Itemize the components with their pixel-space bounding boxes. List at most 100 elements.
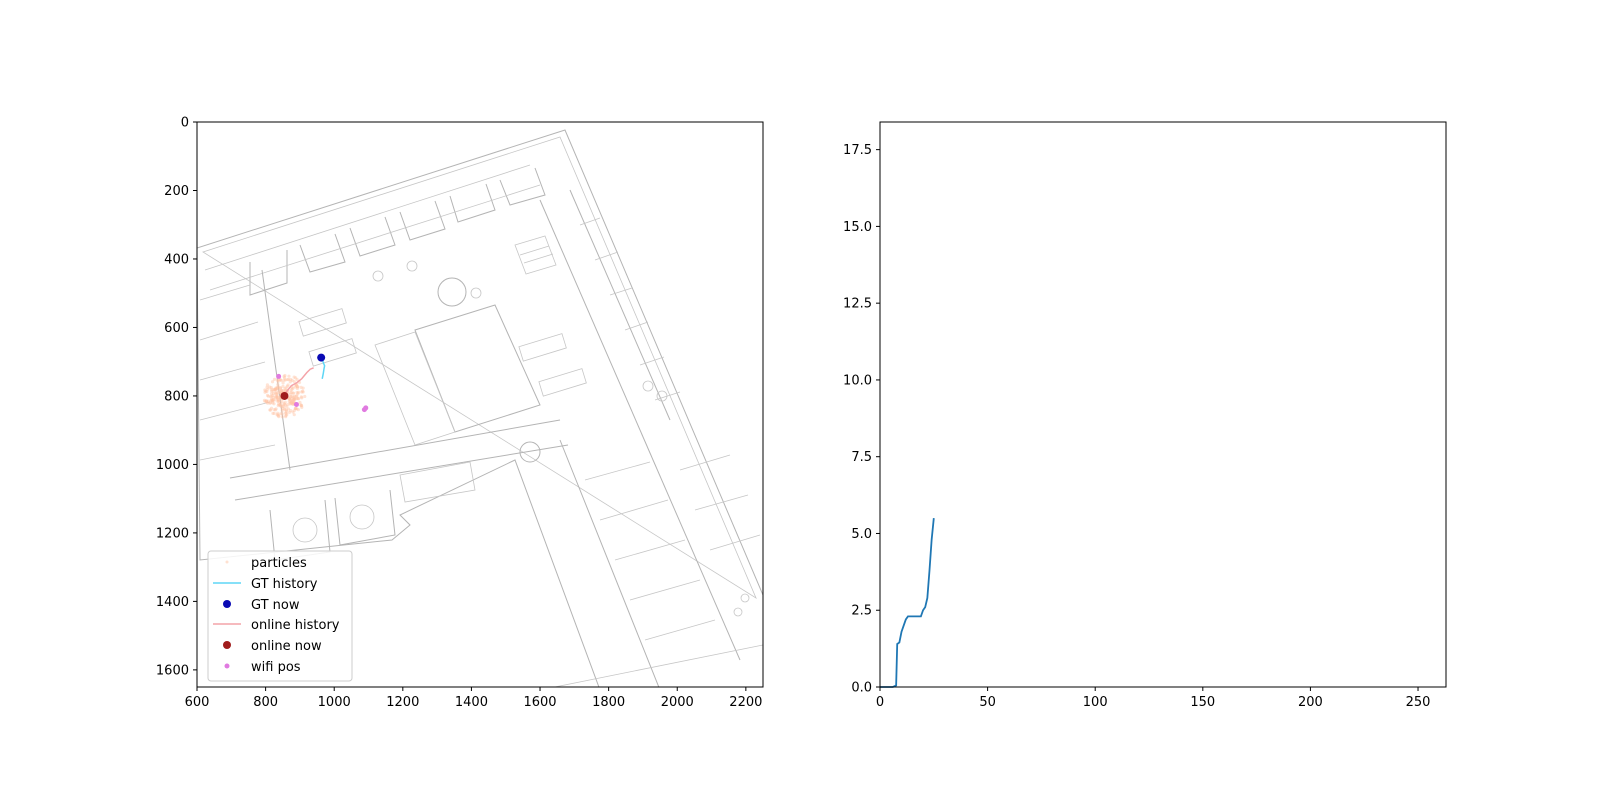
map-y-tick-label: 1600 (156, 663, 189, 678)
legend-label-wifi-pos: wifi pos (251, 660, 301, 675)
particle-point (291, 399, 295, 404)
particle-point (280, 389, 284, 393)
particle-point (269, 406, 274, 410)
wifi-pos-point (293, 402, 299, 407)
particle-point (277, 415, 281, 419)
particle-point (272, 407, 276, 412)
particle-point (278, 386, 283, 390)
particle-point (265, 385, 269, 389)
particle-point (286, 383, 290, 387)
particle-point (265, 389, 269, 394)
particle-point (275, 386, 280, 390)
particle-point (270, 399, 274, 403)
error-x-tick-label: 150 (1190, 695, 1215, 710)
particle-point (263, 390, 267, 394)
particle-point (272, 388, 277, 392)
particle-point (276, 378, 280, 382)
map-legend: particles GT history GT now online histo… (207, 550, 353, 682)
map-y-tick-label: 0 (181, 116, 189, 131)
online-history-line (283, 367, 314, 397)
particle-point (300, 405, 304, 409)
particle-point (299, 403, 303, 407)
particle-point (283, 408, 287, 412)
particle-point (295, 386, 299, 391)
particle-point (285, 413, 289, 417)
particle-point (288, 399, 292, 403)
particle-point (282, 376, 287, 380)
particle-point (293, 396, 297, 400)
particle-point (280, 388, 284, 392)
particle-point (279, 378, 283, 383)
particle-point (294, 376, 298, 380)
particle-point (276, 414, 281, 418)
particle-point (276, 379, 280, 384)
particle-point (269, 385, 273, 390)
particle-point (274, 387, 278, 391)
particle-point (282, 407, 286, 411)
map-x-tick-label: 2200 (729, 695, 762, 710)
particle-point (268, 401, 272, 405)
particle-point (299, 403, 303, 407)
particle-point (278, 378, 282, 382)
error-y-tick-label: 0.0 (851, 681, 872, 696)
map-x-tick-label: 1200 (386, 695, 419, 710)
particle-point (275, 385, 279, 390)
particle-point (288, 402, 292, 406)
particle-point (292, 379, 296, 384)
particle-point (289, 401, 293, 405)
particle-point (270, 387, 274, 391)
particle-point (282, 402, 286, 406)
particle-point (276, 385, 280, 389)
map-x-tick-label: 800 (253, 695, 278, 710)
particle-point (270, 397, 274, 401)
particle-point (291, 410, 295, 414)
particle-point (282, 402, 287, 406)
particle-point (301, 390, 305, 394)
particle-point (290, 395, 294, 399)
particle-point (276, 413, 280, 417)
particle-point (303, 394, 307, 399)
map-x-tick-label: 2000 (661, 695, 694, 710)
particle-point (296, 408, 300, 412)
map-y-tick-label: 1200 (156, 526, 189, 541)
particle-point (290, 402, 294, 406)
particle-point (274, 407, 278, 411)
particle-point (294, 383, 299, 388)
particle-point (291, 402, 295, 406)
particle-point (262, 398, 267, 402)
particle-point (265, 393, 270, 397)
particle-point (273, 398, 277, 402)
particle-point (283, 400, 287, 404)
particle-point (292, 397, 296, 401)
particle-point (276, 378, 280, 383)
particle-point (289, 389, 293, 393)
particle-point (280, 407, 284, 411)
particle-point (275, 395, 279, 399)
particle-point (275, 395, 279, 399)
particle-point (292, 409, 296, 413)
particle-point (283, 403, 288, 407)
particle-point (295, 377, 299, 382)
particle-point (280, 399, 284, 403)
particle-point (298, 400, 302, 405)
map-plot-area (262, 353, 369, 419)
particle-point (279, 412, 283, 416)
particle-point (285, 377, 290, 382)
error-axes-frame (879, 121, 1447, 688)
particle-point (279, 404, 283, 409)
particle-point (277, 388, 281, 392)
particle-point (266, 399, 271, 403)
particle-point (269, 394, 273, 398)
particle-point (284, 386, 288, 390)
particle-point (287, 410, 292, 415)
particle-point (278, 403, 282, 407)
particle-point (269, 395, 273, 399)
particle-point (271, 398, 276, 402)
particle-point (287, 400, 291, 404)
error-y-tick-label: 12.5 (843, 297, 872, 312)
map-y-tick-label: 1400 (156, 595, 189, 610)
particle-point (284, 411, 288, 415)
particle-point (272, 411, 276, 416)
map-x-tick-label: 600 (185, 695, 210, 710)
